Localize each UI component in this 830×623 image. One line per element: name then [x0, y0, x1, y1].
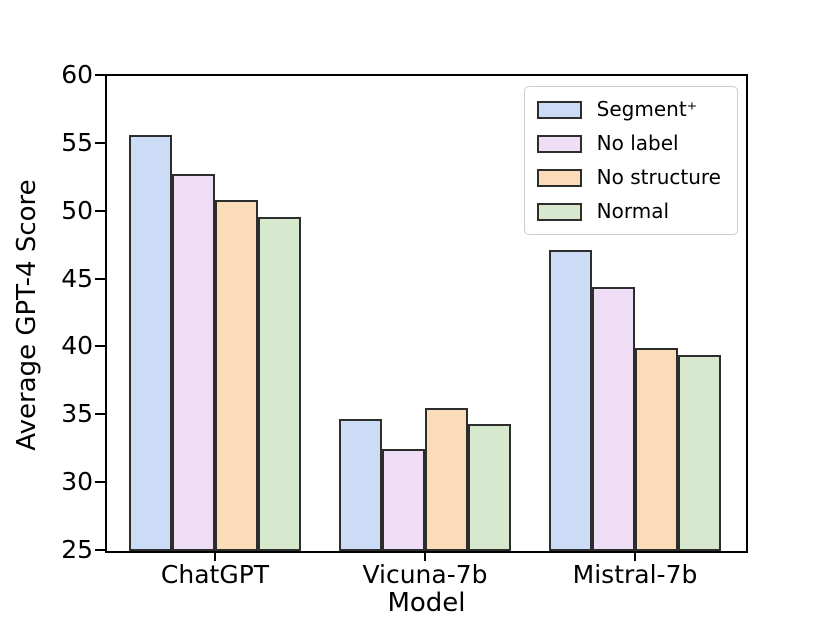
x-tick-label-ChatGPT: ChatGPT	[160, 560, 270, 589]
y-tick-label: 50	[61, 195, 93, 225]
legend-item-No structure: No structure	[536, 165, 721, 189]
y-tick-label: 35	[61, 399, 93, 429]
y-tick-mark	[95, 481, 105, 484]
legend-label: Normal	[596, 199, 670, 223]
y-tick-label: 60	[61, 60, 93, 89]
bar-ChatGPT-Normal	[258, 216, 301, 551]
x-tick-label-Mistral-7b: Mistral-7b	[572, 560, 698, 589]
legend-swatch-icon	[536, 168, 582, 187]
x-tick-mark	[424, 551, 426, 561]
y-tick-mark	[95, 209, 105, 212]
y-tick-label: 25	[61, 535, 93, 564]
legend-label: No structure	[596, 165, 721, 189]
bar-ChatGPT-No label	[172, 174, 215, 551]
legend-label: Segment⁺	[596, 97, 698, 121]
y-tick-mark	[95, 345, 105, 348]
plot-area: Segment⁺ No label No structure Normal	[105, 74, 748, 553]
bar-Vicuna-7b-Segment⁺	[339, 418, 382, 551]
y-tick-mark	[95, 277, 105, 280]
y-tick-label: 40	[61, 331, 93, 361]
x-tick-mark	[214, 551, 216, 561]
x-tick-mark	[634, 551, 636, 561]
bar-ChatGPT-No structure	[215, 200, 258, 551]
bar-ChatGPT-Segment⁺	[129, 135, 172, 551]
bar-Vicuna-7b-Normal	[468, 424, 511, 551]
bar-Mistral-7b-Segment⁺	[549, 250, 592, 551]
x-tick-label-Vicuna-7b: Vicuna-7b	[362, 560, 488, 589]
y-tick-label: 30	[61, 467, 93, 497]
legend-item-Normal: Normal	[536, 199, 721, 223]
legend: Segment⁺ No label No structure Normal	[523, 86, 738, 235]
x-axis-label: Model	[387, 588, 466, 618]
bar-Mistral-7b-No label	[592, 287, 635, 551]
y-tick-mark	[95, 413, 105, 416]
bar-Vicuna-7b-No label	[382, 448, 425, 551]
legend-label: No label	[596, 131, 679, 155]
y-tick-label: 45	[61, 263, 93, 293]
bar-Mistral-7b-Normal	[678, 354, 721, 551]
legend-swatch-icon	[536, 202, 582, 221]
legend-item-Segment⁺: Segment⁺	[536, 97, 721, 121]
legend-swatch-icon	[536, 134, 582, 153]
y-tick-label: 55	[61, 127, 93, 157]
bar-Vicuna-7b-No structure	[425, 407, 468, 551]
y-tick-mark	[95, 74, 105, 76]
y-tick-mark	[95, 141, 105, 144]
y-tick-mark	[95, 549, 105, 551]
bar-Mistral-7b-No structure	[635, 348, 678, 551]
legend-item-No label: No label	[536, 131, 721, 155]
legend-swatch-icon	[536, 100, 582, 119]
